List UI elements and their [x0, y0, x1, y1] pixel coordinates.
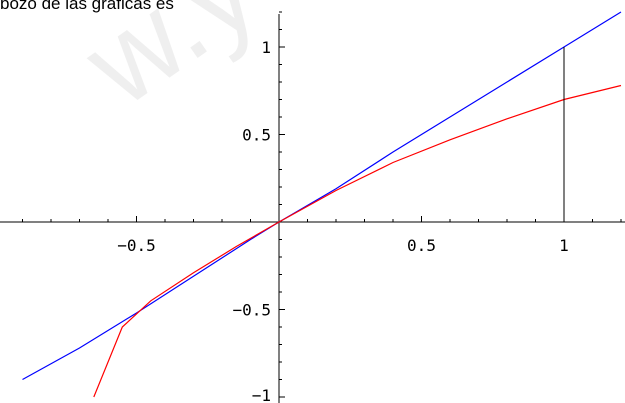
y-tick-label: 0.5 — [242, 126, 271, 145]
series-line-1 — [93, 84, 622, 398]
x-tick-label: −0.5 — [117, 236, 156, 255]
x-tick-label: 0.5 — [407, 236, 436, 255]
y-tick-label: −0.5 — [232, 301, 271, 320]
caption-text: bozo de las gráficas es — [0, 0, 174, 13]
y-tick-label: 1 — [261, 38, 271, 57]
y-tick-label: −1 — [252, 386, 271, 403]
series-line-0 — [22, 11, 622, 381]
x-tick-label: 1 — [559, 236, 569, 255]
